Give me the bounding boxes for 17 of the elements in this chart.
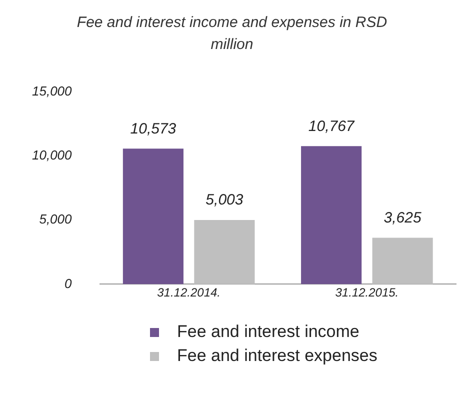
data-label: 3,625	[384, 209, 422, 226]
x-tick-label: 31.12.2014.	[157, 286, 221, 300]
bar	[194, 220, 255, 284]
y-tick-label: 10,000	[32, 148, 73, 163]
y-tick-label: 0	[64, 276, 73, 291]
bar	[122, 148, 184, 284]
x-tick-label: 31.12.2015.	[335, 286, 399, 300]
y-tick-label: 15,000	[32, 83, 73, 98]
y-tick-label: 5,000	[39, 212, 73, 227]
bar	[372, 238, 433, 284]
data-label: 10,573	[130, 120, 177, 138]
data-label: 5,003	[206, 192, 244, 209]
legend-label: Fee and interest expenses	[177, 346, 378, 366]
legend-label: Fee and interest income	[177, 322, 360, 342]
bar	[301, 146, 362, 284]
chart-title: Fee and interest income and expenses in RSD million	[76, 13, 388, 55]
data-label: 10,767	[308, 118, 355, 135]
